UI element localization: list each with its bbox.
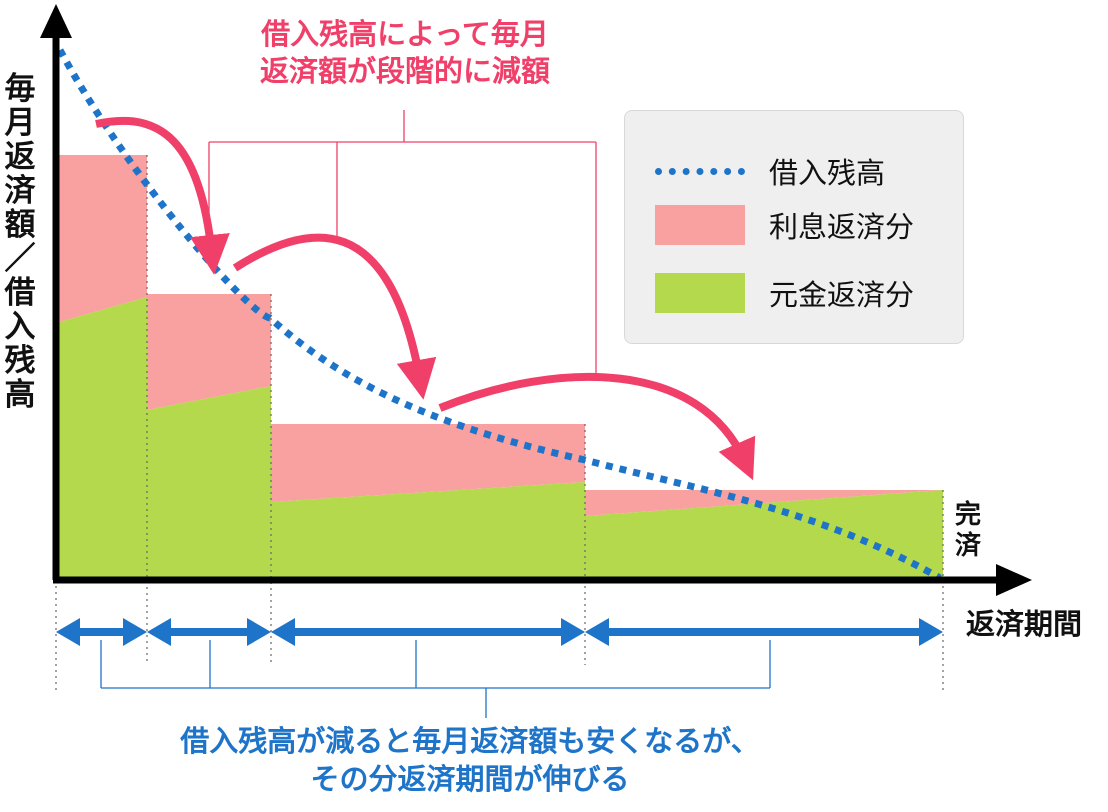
principal-step-3 xyxy=(271,482,585,580)
axes xyxy=(40,4,1032,596)
legend-swatch-balance xyxy=(655,151,745,191)
interest-step-1 xyxy=(56,155,147,323)
interest-step-3 xyxy=(271,424,585,502)
interest-step-2 xyxy=(147,294,271,410)
end-label: 完 済 xyxy=(954,500,981,561)
legend-swatch-interest xyxy=(655,205,745,245)
x-axis-arrowhead xyxy=(996,564,1032,596)
reduction-arrow-2 xyxy=(232,233,437,400)
bottom-annotation: 借入残高が減ると毎月返済額も安くなるが、 その分返済期間が伸びる xyxy=(180,724,760,796)
bottom-annotation-bracket xyxy=(100,640,771,718)
top-annotation: 借入残高によって毎月 返済額が段階的に減額 xyxy=(259,17,550,88)
reduction-arrows xyxy=(95,116,756,481)
duration-arrows xyxy=(56,618,943,646)
x-axis-label: 返済期間 xyxy=(966,607,1083,641)
principal-step-1 xyxy=(56,297,147,580)
y-axis-label: 毎 月 返 済 額 ／ 借 入 残 高 xyxy=(4,71,36,413)
principal-step-4 xyxy=(585,490,943,580)
reduction-arrow-1 xyxy=(95,116,230,275)
reduction-arrow-3 xyxy=(438,372,756,481)
top-annotation-bracket xyxy=(208,110,597,378)
legend: 借入残高 利息返済分 元金返済分 xyxy=(624,110,964,344)
legend-item-balance: 借入残高 xyxy=(655,149,885,193)
legend-item-interest: 利息返済分 xyxy=(655,203,914,247)
payment-steps xyxy=(55,155,944,690)
y-axis-arrowhead xyxy=(40,4,72,38)
principal-step-2 xyxy=(147,386,271,580)
legend-swatch-principal xyxy=(655,273,745,313)
legend-item-principal: 元金返済分 xyxy=(655,271,914,315)
